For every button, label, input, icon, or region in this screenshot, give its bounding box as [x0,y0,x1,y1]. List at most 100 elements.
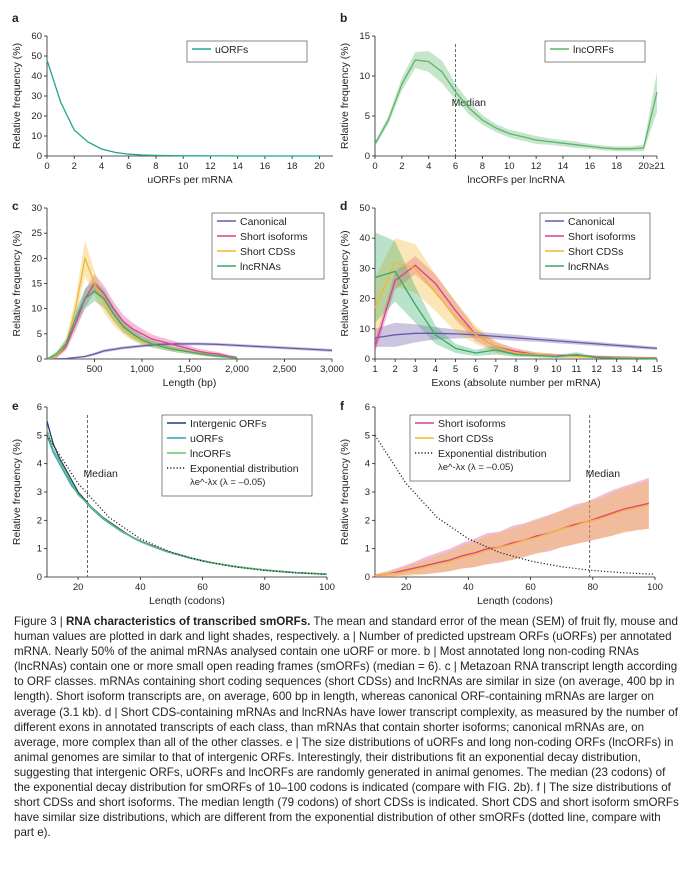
chart-panel-b: b 0 5 10 15 0 2 4 6 8 10 12 14 16 18 20 ≥21 lncORFs per l… [339,11,665,186]
series-line [374,434,656,575]
x-tick-label: 12 [531,161,542,172]
x-tick-label: 100 [647,582,663,593]
y-axis-label: Relative frequency (%) [339,43,351,149]
x-tick-label: 14 [558,161,569,172]
y-tick-label: 0 [365,354,370,365]
legend-label: lncORFs [190,448,231,460]
x-tick-label: 8 [480,161,485,172]
x-tick-label: 80 [259,582,270,593]
y-tick-label: 10 [359,324,370,335]
x-tick-label: 16 [585,161,596,172]
x-tick-label: 40 [135,582,146,593]
x-tick-label: 3 [413,364,418,375]
x-tick-label: 4 [433,364,438,375]
x-tick-label: 8 [513,364,518,375]
series-line [374,504,649,577]
panel-letter-b: b [340,11,347,25]
x-tick-label: 9 [533,364,538,375]
x-tick-label: 0 [44,161,49,172]
legend-label: Short isoforms [438,418,506,430]
sem-band [375,51,657,152]
series-line [374,59,658,150]
legend-label: Short CDSs [438,433,493,445]
y-tick-label: 30 [31,203,42,214]
x-tick-label: 8 [153,161,158,172]
legend-label: uORFs [215,44,248,56]
y-tick-label: 6 [37,402,42,413]
x-tick-label: 13 [611,364,622,375]
x-tick-label: 20 [314,161,325,172]
x-tick-label: 14 [232,161,243,172]
y-tick-label: 3 [37,487,42,498]
legend-formula: λe^-λx (λ = –0.05) [190,477,265,488]
series-line [46,343,333,360]
x-tick-label: 5 [453,364,458,375]
legend-label: lncRNAs [568,261,609,273]
legend-box [211,212,325,280]
x-tick-label: 500 [87,364,103,375]
y-tick-label: 20 [359,294,370,305]
y-tick-label: 1 [37,544,42,555]
x-tick-label: 2 [72,161,77,172]
y-tick-label: 0 [37,151,42,162]
sem-band [375,256,657,359]
chart-panel-f: f 0 1 2 3 4 5 6 20 40 60 80 100 Length (codons) Relati… [339,399,663,605]
y-tick-label: 10 [31,131,42,142]
series-line [46,282,238,360]
x-tick-label: 2,000 [225,364,249,375]
y-tick-label: 0 [37,354,42,365]
x-tick-label: 2,500 [273,364,297,375]
y-tick-label: 0 [365,151,370,162]
y-axis-label: Relative frequency (%) [11,439,23,545]
y-tick-label: 4 [365,459,370,470]
legend-box [539,212,651,280]
chart-panel-a: a 0 10 20 30 40 50 60 0 2 4 6 8 10 12 14 16 18 20 uORFs per… [11,11,333,186]
y-tick-label: 40 [31,71,42,82]
y-tick-label: 5 [37,430,42,441]
y-tick-label: 4 [37,459,42,470]
legend-label: Exponential distribution [190,463,299,475]
y-tick-label: 30 [359,263,370,274]
y-tick-label: 10 [359,71,370,82]
x-tick-label: 100 [319,582,335,593]
chart-panel-e: e 0 1 2 3 4 5 6 20 40 60 80 100 Length (codons) Relati… [11,399,335,605]
y-tick-label: 0 [37,572,42,583]
x-axis-label: Length (codons) [149,595,225,605]
x-tick-label: 20 [638,161,649,172]
series-line [374,502,649,577]
panel-letter-e: e [12,399,19,413]
x-tick-label: 2 [399,161,404,172]
caption-figure-label: Figure 3 | [14,615,66,628]
y-tick-label: 3 [365,487,370,498]
y-tick-label: 15 [31,279,42,290]
x-tick-label: 4 [99,161,104,172]
y-tick-label: 2 [365,515,370,526]
series-line [46,290,238,360]
y-tick-label: 5 [365,430,370,441]
x-tick-label: 6 [453,161,458,172]
median-label: Median [586,468,621,480]
legend-label: lncORFs [573,44,614,56]
median-label: Median [83,468,118,480]
sem-band [375,238,657,359]
x-axis-label: Length (bp) [163,377,217,389]
x-tick-label: 3,000 [320,364,344,375]
legend-label: Canonical [568,216,615,228]
x-tick-label: 10 [504,161,515,172]
x-tick-label: 14 [632,364,643,375]
x-tick-label: 1,000 [130,364,154,375]
y-axis-label: Relative frequency (%) [11,230,23,336]
legend-label: uORFs [190,433,223,445]
legend-label: Short isoforms [568,231,636,243]
caption-text: The mean and standard error of the mean … [14,615,679,840]
y-tick-label: 50 [359,203,370,214]
y-tick-label: 10 [31,304,42,315]
y-axis-label: Relative frequency (%) [339,439,351,545]
x-tick-label: 12 [591,364,602,375]
y-tick-label: 20 [31,111,42,122]
legend-box [544,40,646,63]
x-tick-label: 12 [205,161,216,172]
legend-label: Intergenic ORFs [190,418,266,430]
y-tick-label: 5 [37,329,42,340]
x-tick-label: 0 [372,161,377,172]
